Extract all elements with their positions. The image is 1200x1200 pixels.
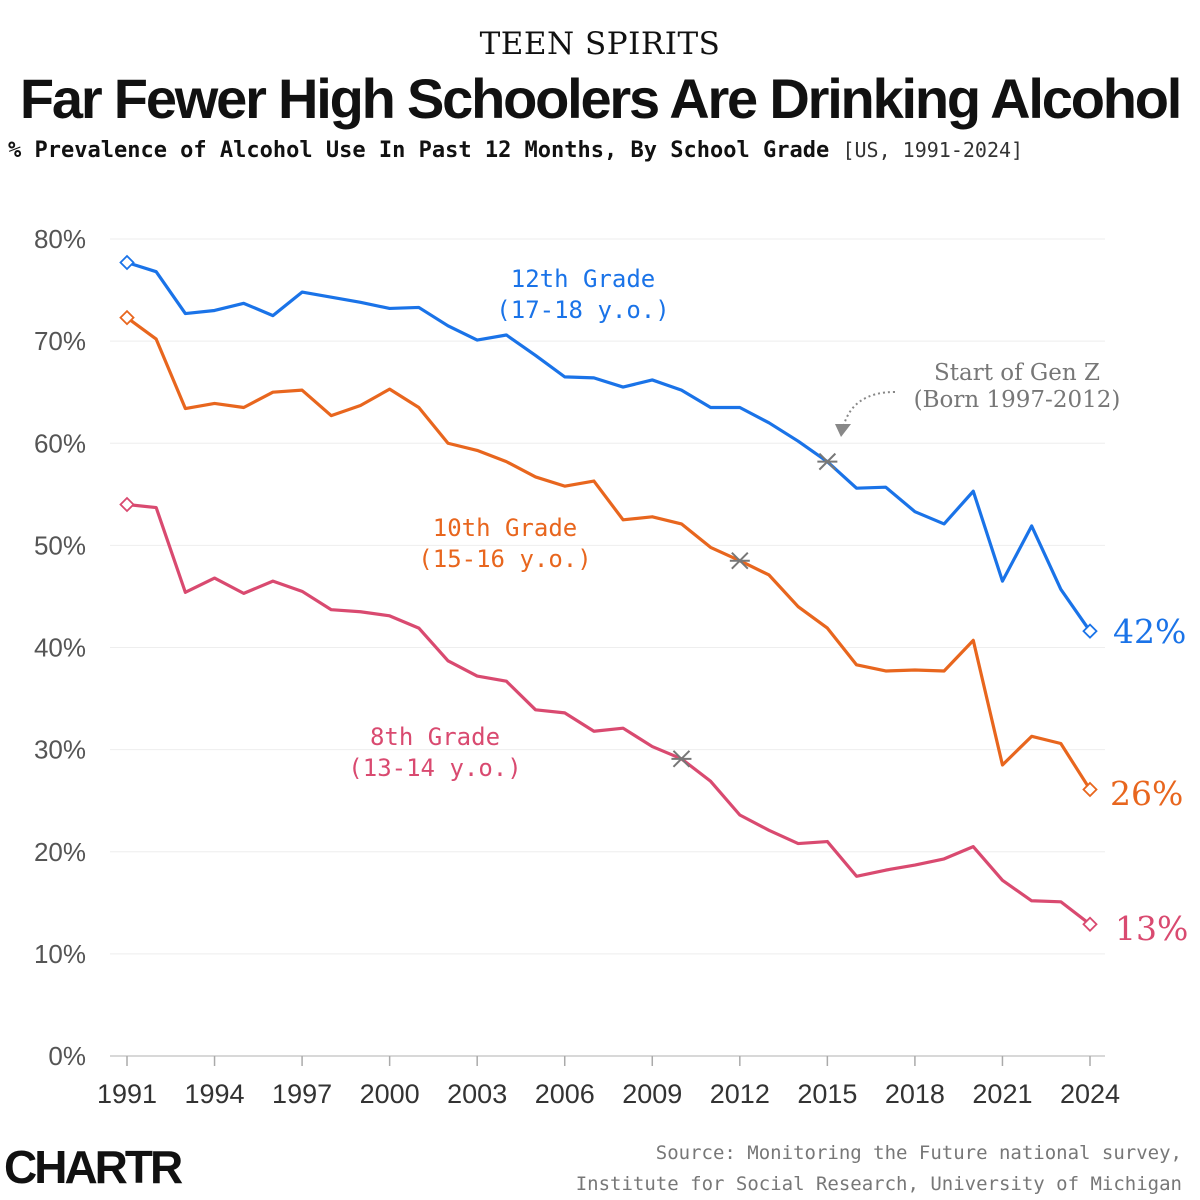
y-tick-label: 60%: [34, 428, 86, 458]
x-tick-label: 2012: [710, 1079, 770, 1109]
10th-grade-label: 10th Grade: [433, 514, 578, 542]
8th-grade-end-marker: [1082, 916, 1098, 933]
series-layer: [119, 254, 1098, 933]
x-tick-label: 1991: [97, 1079, 157, 1109]
grid-layer: [110, 238, 1105, 955]
y-tick-label: 10%: [34, 939, 86, 969]
12th-grade-label: 12th Grade: [511, 265, 656, 293]
12th-grade-end-marker: [1082, 623, 1098, 639]
8th-grade-genz-marker: [671, 750, 692, 768]
8th-grade-line: [125, 502, 1092, 926]
y-tick-label: 40%: [34, 633, 86, 663]
chart-subtitle: % Prevalence of Alcohol Use In Past 12 M…: [8, 138, 1023, 163]
x-tick-label: 2009: [622, 1079, 682, 1109]
10th-grade-line: [125, 316, 1092, 792]
12th-grade-start-marker: [119, 254, 135, 271]
12th-grade-genz-marker: [817, 452, 838, 471]
10th-grade-end-marker: [1082, 781, 1098, 798]
10th-grade-genz-marker: [729, 551, 750, 570]
genz-annotation-line-2: (Born 1997-2012): [914, 387, 1121, 413]
y-tick-label: 80%: [34, 224, 86, 254]
label-layer: 12th Grade (17-18 y.o.) 42% 10th Grade (15-1…: [348, 265, 1188, 948]
10th-grade-end-value-label: 26%: [1110, 774, 1183, 813]
y-tick-label: 50%: [34, 530, 86, 560]
x-tick-label: 2003: [447, 1079, 507, 1109]
x-tick-label: 2015: [797, 1079, 857, 1109]
8th-grade-label: 8th Grade: [370, 723, 500, 751]
8th-grade-start-marker: [119, 496, 135, 513]
12th-grade-age-label: (17-18 y.o.): [496, 296, 669, 324]
12th-grade-end-value-label: 42%: [1113, 612, 1186, 651]
x-tick-label: 2021: [972, 1079, 1032, 1109]
x-tick-label: 2000: [360, 1079, 420, 1109]
source-line-1: Source: Monitoring the Future national s…: [655, 1142, 1182, 1164]
10th-grade-start-marker: [119, 309, 135, 326]
genz-annotation-line-1: Start of Gen Z: [934, 360, 1100, 386]
axis-layer: 0% 10% 20% 30% 40% 50% 60% 70% 80% 1991 1994 1997 20…: [34, 224, 1120, 1109]
x-tick-label: 2024: [1060, 1079, 1120, 1109]
8th-grade-end-value-label: 13%: [1115, 909, 1188, 948]
chart-subtitle-main: % Prevalence of Alcohol Use In Past 12 M…: [8, 138, 830, 163]
8th-grade-age-label: (13-14 y.o.): [348, 754, 521, 782]
12th-grade-line: [125, 260, 1092, 633]
genz-annotation-arrow: [842, 391, 896, 429]
chart-subtitle-note: [US, 1991-2024]: [842, 138, 1024, 162]
x-tick-label: 2018: [885, 1079, 945, 1109]
source-note: Source: Monitoring the Future national s…: [576, 1138, 1182, 1200]
x-tick-label: 1997: [272, 1079, 332, 1109]
chart-kicker: TEEN SPIRITS: [479, 26, 721, 62]
y-tick-label: 30%: [34, 735, 86, 765]
genz-annotation-arrowhead: [835, 424, 851, 437]
y-tick-label: 20%: [34, 837, 86, 867]
x-tick-label: 1994: [185, 1079, 245, 1109]
10th-grade-age-label: (15-16 y.o.): [418, 545, 591, 573]
chart-title: Far Fewer High Schoolers Are Drinking Al…: [19, 67, 1182, 130]
chartr-logo: CHARTR: [4, 1141, 183, 1193]
y-tick-label: 0%: [48, 1041, 86, 1071]
x-tick-label: 2006: [535, 1079, 595, 1109]
source-line-2: Institute for Social Research, Universit…: [575, 1173, 1182, 1195]
y-tick-label: 70%: [34, 326, 86, 356]
